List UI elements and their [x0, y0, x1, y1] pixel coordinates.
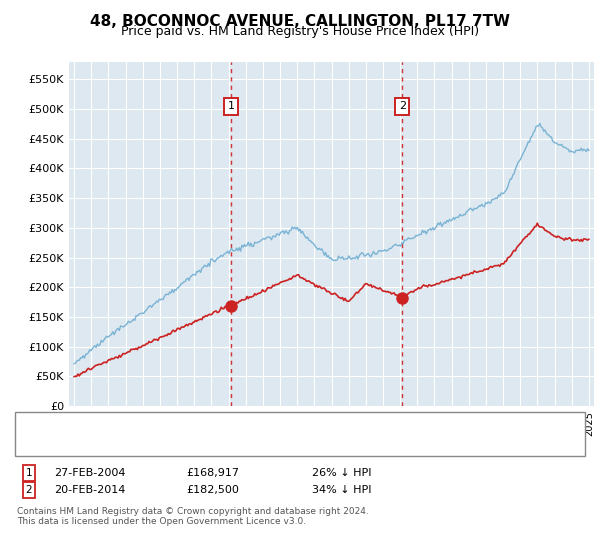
Text: £182,500: £182,500 — [186, 485, 239, 495]
Text: 26% ↓ HPI: 26% ↓ HPI — [312, 468, 371, 478]
Text: 2: 2 — [399, 101, 406, 111]
Text: 1: 1 — [227, 101, 235, 111]
Text: 20-FEB-2014: 20-FEB-2014 — [54, 485, 125, 495]
Text: 48, BOCONNOC AVENUE, CALLINGTON, PL17 7TW (detached house): 48, BOCONNOC AVENUE, CALLINGTON, PL17 7T… — [93, 416, 446, 426]
Text: 48, BOCONNOC AVENUE, CALLINGTON, PL17 7TW: 48, BOCONNOC AVENUE, CALLINGTON, PL17 7T… — [90, 14, 510, 29]
Text: 1: 1 — [25, 468, 32, 478]
Text: ────: ──── — [33, 435, 63, 448]
Text: ────: ──── — [33, 414, 63, 428]
Text: £168,917: £168,917 — [186, 468, 239, 478]
Text: HPI: Average price, detached house, Cornwall: HPI: Average price, detached house, Corn… — [93, 436, 331, 446]
Text: Price paid vs. HM Land Registry's House Price Index (HPI): Price paid vs. HM Land Registry's House … — [121, 25, 479, 38]
Text: 2: 2 — [25, 485, 32, 495]
Text: Contains HM Land Registry data © Crown copyright and database right 2024.
This d: Contains HM Land Registry data © Crown c… — [17, 507, 368, 526]
Text: 34% ↓ HPI: 34% ↓ HPI — [312, 485, 371, 495]
Text: 27-FEB-2004: 27-FEB-2004 — [54, 468, 125, 478]
